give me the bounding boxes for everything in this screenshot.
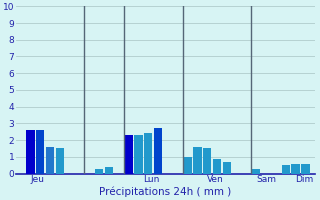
Bar bbox=[144, 133, 152, 174]
Bar bbox=[301, 164, 309, 174]
Bar bbox=[95, 169, 103, 174]
Bar bbox=[154, 128, 162, 174]
Bar bbox=[282, 165, 290, 174]
Bar bbox=[36, 130, 44, 174]
Bar bbox=[134, 135, 143, 174]
Bar bbox=[252, 169, 260, 174]
Bar bbox=[105, 167, 113, 174]
Bar bbox=[193, 147, 202, 174]
Bar bbox=[124, 135, 133, 174]
X-axis label: Précipitations 24h ( mm ): Précipitations 24h ( mm ) bbox=[99, 187, 232, 197]
Bar bbox=[56, 148, 64, 174]
Bar bbox=[292, 164, 300, 174]
Bar bbox=[46, 147, 54, 174]
Bar bbox=[203, 148, 212, 174]
Bar bbox=[213, 159, 221, 174]
Bar bbox=[26, 130, 35, 174]
Bar bbox=[223, 162, 231, 174]
Bar bbox=[183, 157, 192, 174]
